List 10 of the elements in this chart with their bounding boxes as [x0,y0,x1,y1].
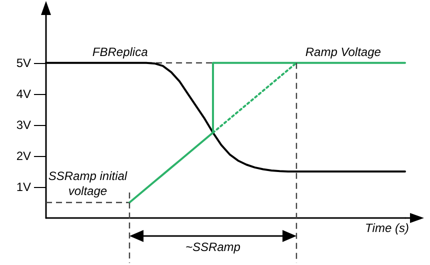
y-tick-label: 3V [16,118,31,132]
y-tick-label: 2V [16,148,31,163]
y-tick-label: 5V [16,56,31,70]
y-tick-label: 1V [16,180,31,194]
series-label: Ramp Voltage [305,44,381,59]
y-tick-label: 4V [16,86,31,101]
text: ~SSRamp [185,240,240,254]
text: Time (s) [365,221,409,235]
series-label: FBReplica [92,44,148,59]
ref-line-label: SSRamp initial voltage [47,169,128,200]
